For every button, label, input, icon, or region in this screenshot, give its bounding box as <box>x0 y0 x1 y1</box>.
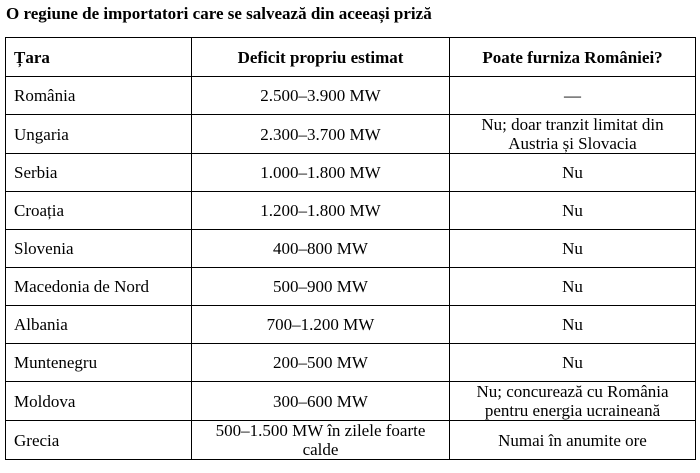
cell-deficit: 1.000–1.800 MW <box>191 153 450 192</box>
cell-deficit: 2.500–3.900 MW <box>191 76 450 115</box>
cell-can-supply: Nu <box>449 229 696 268</box>
cell-can-supply: Nu <box>449 305 696 344</box>
cell-country: Slovenia <box>5 229 192 268</box>
cell-deficit: 700–1.200 MW <box>191 305 450 344</box>
cell-deficit: 1.200–1.800 MW <box>191 191 450 230</box>
cell-deficit: 300–600 MW <box>191 381 450 421</box>
table-row: Moldova 300–600 MW Nu; concurează cu Rom… <box>5 381 696 421</box>
cell-can-supply: Nu <box>449 153 696 192</box>
cell-country: Albania <box>5 305 192 344</box>
cell-country: Macedonia de Nord <box>5 267 192 306</box>
cell-can-supply: Numai în anumite ore <box>449 420 696 460</box>
cell-deficit: 400–800 MW <box>191 229 450 268</box>
cell-can-supply: Nu <box>449 191 696 230</box>
table-row: Muntenegru 200–500 MW Nu <box>5 343 696 382</box>
table-row: Ungaria 2.300–3.700 MW Nu; doar tranzit … <box>5 114 696 154</box>
cell-can-supply: Nu <box>449 267 696 306</box>
table-row: Croația 1.200–1.800 MW Nu <box>5 191 696 230</box>
cell-country: România <box>5 76 192 115</box>
table-row: Albania 700–1.200 MW Nu <box>5 305 696 344</box>
cell-country: Moldova <box>5 381 192 421</box>
cell-deficit: 200–500 MW <box>191 343 450 382</box>
table-row: Serbia 1.000–1.800 MW Nu <box>5 153 696 192</box>
header-deficit: Deficit propriu estimat <box>191 37 450 77</box>
cell-country: Serbia <box>5 153 192 192</box>
table-row: Slovenia 400–800 MW Nu <box>5 229 696 268</box>
cell-deficit: 500–900 MW <box>191 267 450 306</box>
cell-can-supply: Nu; doar tranzit limitat din Austria și … <box>449 114 696 154</box>
cell-can-supply: — <box>449 76 696 115</box>
cell-country: Muntenegru <box>5 343 192 382</box>
table-row: Grecia 500–1.500 MW în zilele foarte cal… <box>5 420 696 460</box>
table-row: Macedonia de Nord 500–900 MW Nu <box>5 267 696 306</box>
header-country: Țara <box>5 37 192 77</box>
header-can-supply: Poate furniza României? <box>449 37 696 77</box>
cell-can-supply: Nu <box>449 343 696 382</box>
cell-country: Croația <box>5 191 192 230</box>
cell-country: Ungaria <box>5 114 192 154</box>
cell-can-supply: Nu; concurează cu România pentru energia… <box>449 381 696 421</box>
document-title: O regiune de importatori care se salveaz… <box>6 4 432 23</box>
table-row: România 2.500–3.900 MW — <box>5 76 696 115</box>
cell-deficit: 2.300–3.700 MW <box>191 114 450 154</box>
cell-country: Grecia <box>5 420 192 460</box>
importers-table: Țara Deficit propriu estimat Poate furni… <box>5 37 696 460</box>
table-header-row: Țara Deficit propriu estimat Poate furni… <box>5 37 696 77</box>
cell-deficit: 500–1.500 MW în zilele foarte calde <box>191 420 450 460</box>
